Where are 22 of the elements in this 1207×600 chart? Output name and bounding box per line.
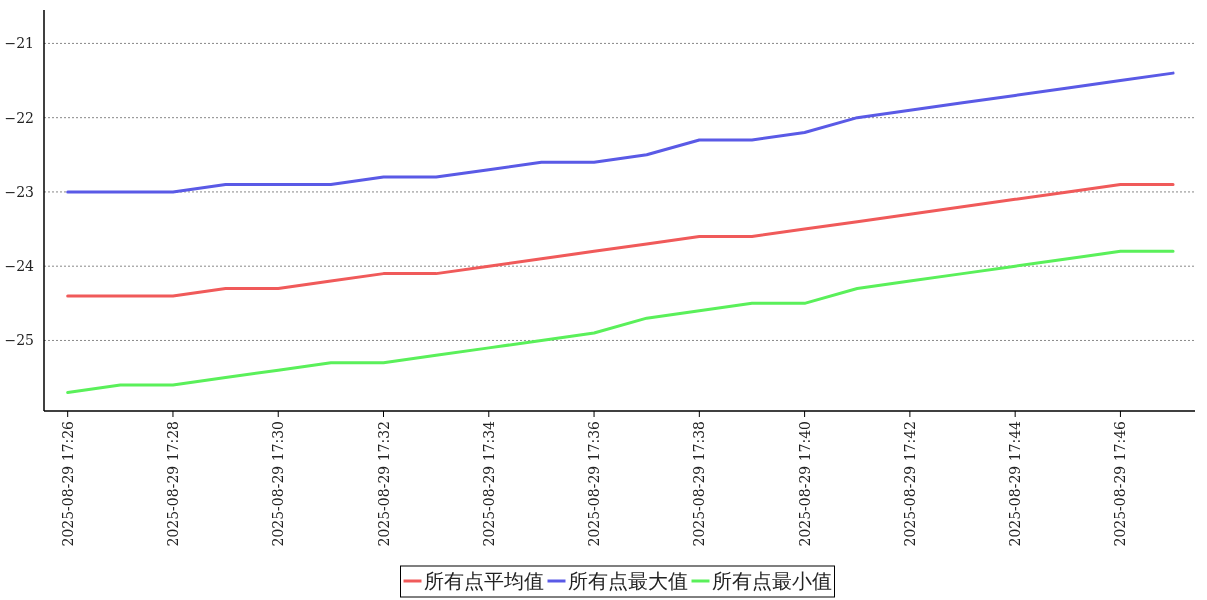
x-tick-label: 2025-08-29 17:44 <box>1007 420 1024 547</box>
line-series <box>66 249 1175 394</box>
x-tick-label: 2025-08-29 17:26 <box>59 420 76 547</box>
y-tick-label: −23 <box>4 183 34 200</box>
line-series <box>66 71 1175 194</box>
x-tick-label: 2025-08-29 17:28 <box>164 421 181 547</box>
x-tick-label: 2025-08-29 17:34 <box>480 420 497 547</box>
y-tick-label: −24 <box>4 258 35 275</box>
x-tick-label: 2025-08-29 17:36 <box>586 420 603 547</box>
x-tick-label: 2025-08-29 17:32 <box>375 421 392 547</box>
x-tick-label: 2025-08-29 17:40 <box>796 421 813 547</box>
x-tick-label: 2025-08-29 17:42 <box>901 421 918 547</box>
legend-label: 所有点最大值 <box>567 569 688 593</box>
line-series <box>66 183 1175 298</box>
x-tick-label: 2025-08-29 17:46 <box>1112 420 1129 547</box>
legend-label: 所有点最小值 <box>711 569 832 593</box>
legend-label: 所有点平均值 <box>423 569 544 593</box>
y-tick-label: −25 <box>4 332 34 349</box>
y-tick-label: −21 <box>4 35 34 52</box>
x-tick-label: 2025-08-29 17:38 <box>691 421 708 547</box>
x-tick-label: 2025-08-29 17:30 <box>270 421 287 547</box>
y-tick-label: −22 <box>4 109 34 126</box>
